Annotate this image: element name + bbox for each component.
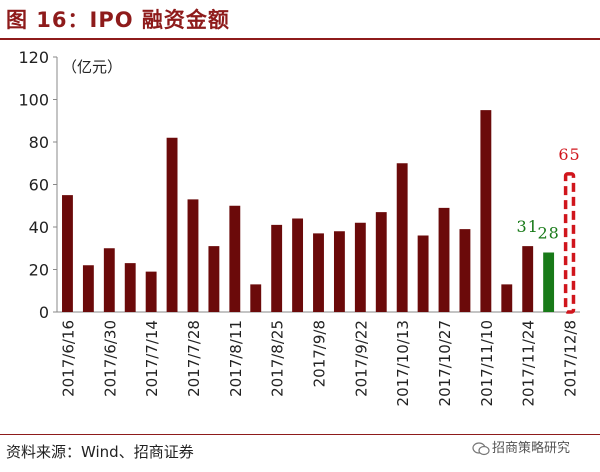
bar — [396, 163, 408, 312]
x-tick-label: 2017/6/30 — [101, 320, 119, 397]
data-label: 31 — [517, 217, 539, 236]
bar — [501, 284, 513, 312]
x-tick-label: 2017/11/24 — [520, 320, 538, 406]
y-tick-label: 40 — [29, 218, 49, 237]
y-tick-label: 20 — [29, 261, 49, 280]
bar — [82, 265, 94, 312]
title-divider — [0, 38, 600, 40]
bar — [563, 172, 576, 314]
x-tick-label: 2017/7/14 — [143, 320, 161, 397]
bar — [145, 271, 157, 312]
bar — [417, 235, 429, 312]
bar — [208, 246, 220, 312]
y-tick-label: 120 — [18, 48, 49, 67]
x-tick-label: 2017/12/8 — [562, 320, 580, 397]
bar — [313, 233, 324, 312]
bar — [459, 229, 471, 312]
bar — [103, 248, 115, 312]
bar — [522, 246, 534, 312]
data-label: 65 — [558, 145, 580, 164]
x-tick-label: 2017/6/16 — [59, 320, 77, 397]
bar — [271, 224, 283, 312]
data-label: 28 — [537, 224, 559, 243]
x-tick-label: 2017/9/8 — [311, 320, 329, 387]
bar-series — [62, 110, 576, 314]
x-tick-label: 2017/7/28 — [185, 320, 203, 397]
source-note: 资料来源：Wind、招商证券 — [6, 443, 194, 461]
y-tick-label: 80 — [29, 133, 49, 152]
watermark-text: 招商策略研究 — [492, 441, 571, 456]
bar — [124, 263, 136, 312]
bar — [354, 222, 366, 312]
x-tick-label: 2017/8/11 — [227, 320, 245, 397]
bar — [333, 231, 345, 312]
bar — [480, 110, 492, 312]
x-tick-label: 2017/8/25 — [269, 320, 287, 397]
y-tick-labels: 0 20 40 60 80 100 120 — [18, 48, 57, 322]
bar — [292, 218, 304, 312]
x-tick-label: 2017/10/27 — [436, 320, 454, 406]
bar — [438, 207, 450, 312]
bar — [543, 252, 555, 312]
x-tick-label: 2017/11/10 — [478, 320, 496, 406]
x-tick-label: 2017/9/22 — [352, 320, 370, 397]
y-unit-label: （亿元） — [62, 58, 122, 76]
y-tick-label: 0 — [39, 303, 49, 322]
wechat-icon — [472, 441, 490, 455]
bar — [187, 199, 199, 312]
x-tick-labels: 2017/6/16 2017/6/30 2017/7/14 2017/7/28 2017… — [59, 320, 579, 406]
bar — [62, 195, 73, 312]
y-tick-label: 60 — [29, 176, 49, 195]
bar — [229, 205, 241, 312]
bar — [166, 137, 178, 312]
bar — [375, 212, 387, 312]
x-tick-label: 2017/10/13 — [394, 320, 412, 406]
y-tick-label: 100 — [18, 91, 49, 110]
chart-title: 图 16：IPO 融资金额 — [6, 8, 230, 32]
watermark: 招商策略研究 — [472, 437, 570, 456]
footer-divider — [0, 434, 600, 435]
bar — [250, 284, 262, 312]
